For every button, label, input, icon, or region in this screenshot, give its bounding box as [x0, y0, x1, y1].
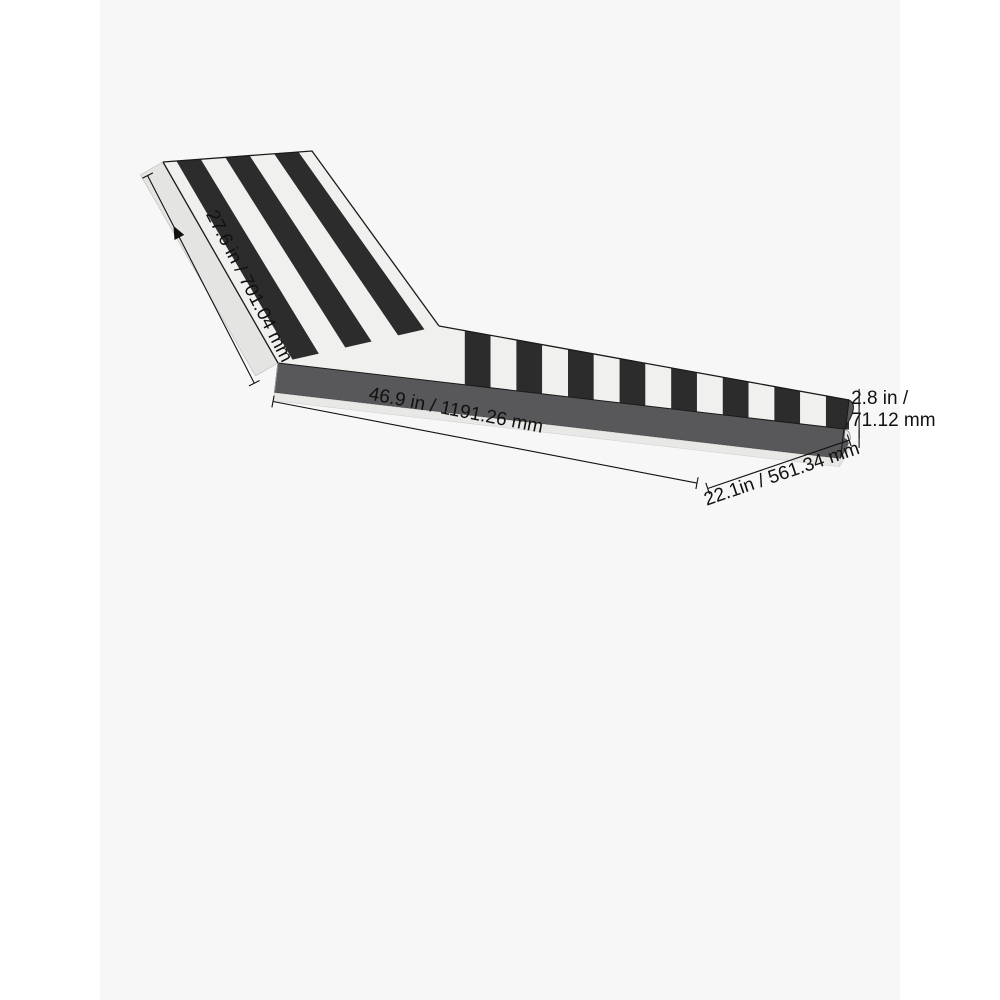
svg-text:2.8 in /71.12 mm: 2.8 in /71.12 mm	[851, 388, 935, 431]
